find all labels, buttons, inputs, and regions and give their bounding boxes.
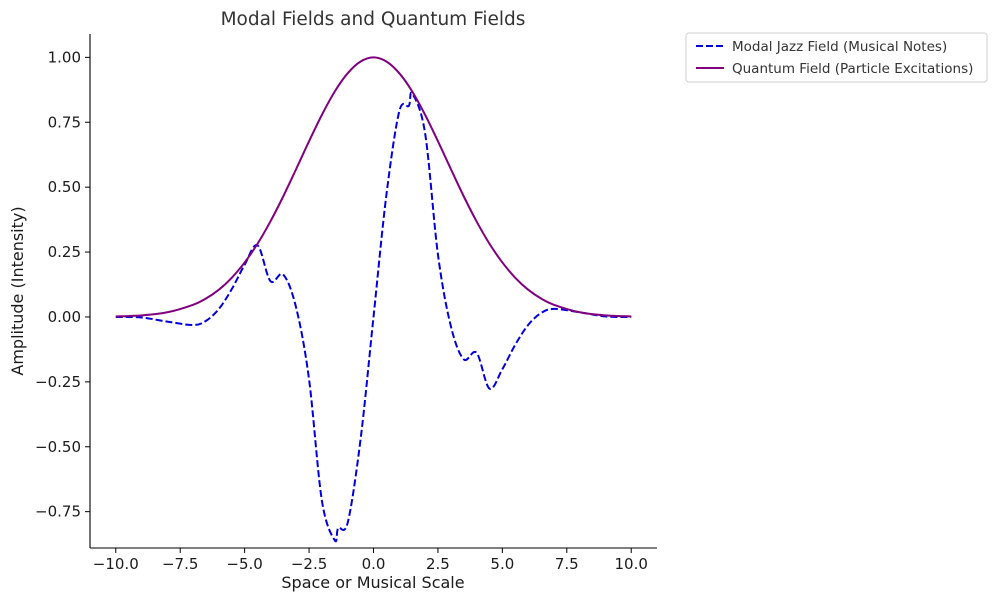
y-tick-label: 0.00 xyxy=(48,308,81,326)
y-axis-ticks: −0.75 −0.50 −0.25 0.00 0.25 0.50 0.75 1.00 xyxy=(35,48,90,521)
x-tick-label: −7.5 xyxy=(162,555,198,573)
x-tick-label: 5.0 xyxy=(490,555,514,573)
y-tick-label: −0.50 xyxy=(35,438,81,456)
y-tick-label: 0.25 xyxy=(48,243,81,261)
x-tick-label: 0.0 xyxy=(362,555,386,573)
series-layer xyxy=(115,56,632,543)
y-tick-label: 0.50 xyxy=(48,178,81,196)
x-tick-label: −2.5 xyxy=(291,555,327,573)
legend-label: Modal Jazz Field (Musical Notes) xyxy=(732,39,947,55)
y-axis-title: Amplitude (Intensity) xyxy=(8,206,27,375)
x-tick-label: 7.5 xyxy=(555,555,579,573)
chart-title: Modal Fields and Quantum Fields xyxy=(221,9,526,30)
legend-label: Quantum Field (Particle Excitations) xyxy=(732,61,973,77)
x-tick-label: 2.5 xyxy=(426,555,450,573)
plot-area xyxy=(115,56,632,543)
y-tick-label: 1.00 xyxy=(48,48,81,66)
y-tick-label: 0.75 xyxy=(48,113,81,131)
x-tick-label: −10.0 xyxy=(93,555,139,573)
x-tick-label: −5.0 xyxy=(226,555,262,573)
x-axis-title: Space or Musical Scale xyxy=(281,573,464,592)
legend: Modal Jazz Field (Musical Notes) Quantum … xyxy=(685,32,988,83)
series-line-modal-jazz xyxy=(115,91,632,543)
x-tick-label: 10.0 xyxy=(615,555,648,573)
y-tick-label: −0.25 xyxy=(35,373,81,391)
legend-frame xyxy=(685,32,988,83)
y-tick-label: −0.75 xyxy=(35,503,81,521)
legend-items: Modal Jazz Field (Musical Notes) Quantum … xyxy=(696,39,973,77)
x-axis-ticks: −10.0 −7.5 −5.0 −2.5 0.0 2.5 5.0 7.5 10.0 xyxy=(93,548,648,573)
series-line-quantum xyxy=(115,56,632,318)
